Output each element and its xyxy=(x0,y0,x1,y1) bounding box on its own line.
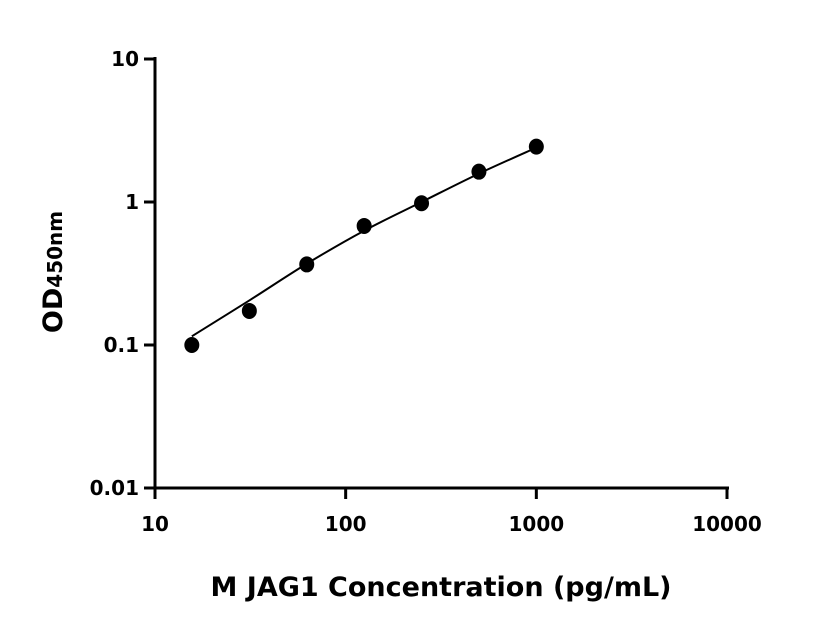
data-point xyxy=(184,337,200,353)
x-tick-label: 10 xyxy=(141,512,169,536)
data-point xyxy=(471,163,487,180)
y-tick-label: 0.1 xyxy=(104,333,139,357)
y-tick-label: 10 xyxy=(111,47,139,71)
x-tick-label: 100 xyxy=(325,512,367,536)
data-point xyxy=(299,256,315,273)
axes: 10 100 1000 10000 0.01 0.1 1 10 xyxy=(90,47,762,536)
x-axis-label: M JAG1 Concentration (pg/mL) xyxy=(211,572,672,603)
y-axis-label-main: OD xyxy=(38,288,69,333)
y-axis-label-sub: 450nm xyxy=(43,211,67,288)
data-points xyxy=(184,138,544,353)
y-tick-label: 1 xyxy=(125,190,139,214)
y-tick-label: 0.01 xyxy=(90,476,139,500)
data-point xyxy=(241,302,257,319)
y-axis-label: OD450nm xyxy=(38,211,69,333)
data-point xyxy=(414,195,430,212)
data-point xyxy=(528,138,544,155)
data-point xyxy=(356,217,372,234)
x-tick-label: 1000 xyxy=(508,512,564,536)
x-tick-label: 10000 xyxy=(692,512,762,536)
